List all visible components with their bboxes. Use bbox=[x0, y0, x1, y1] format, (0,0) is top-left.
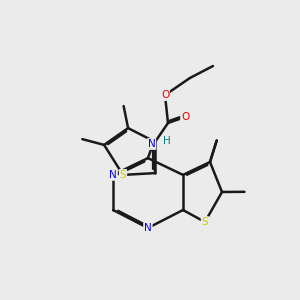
Text: N: N bbox=[144, 223, 152, 233]
Text: O: O bbox=[181, 112, 189, 122]
Text: S: S bbox=[120, 170, 126, 180]
Text: N: N bbox=[148, 139, 155, 149]
Text: H: H bbox=[163, 136, 170, 146]
Text: O: O bbox=[161, 90, 169, 100]
Text: N: N bbox=[109, 170, 117, 180]
Text: S: S bbox=[202, 217, 208, 227]
